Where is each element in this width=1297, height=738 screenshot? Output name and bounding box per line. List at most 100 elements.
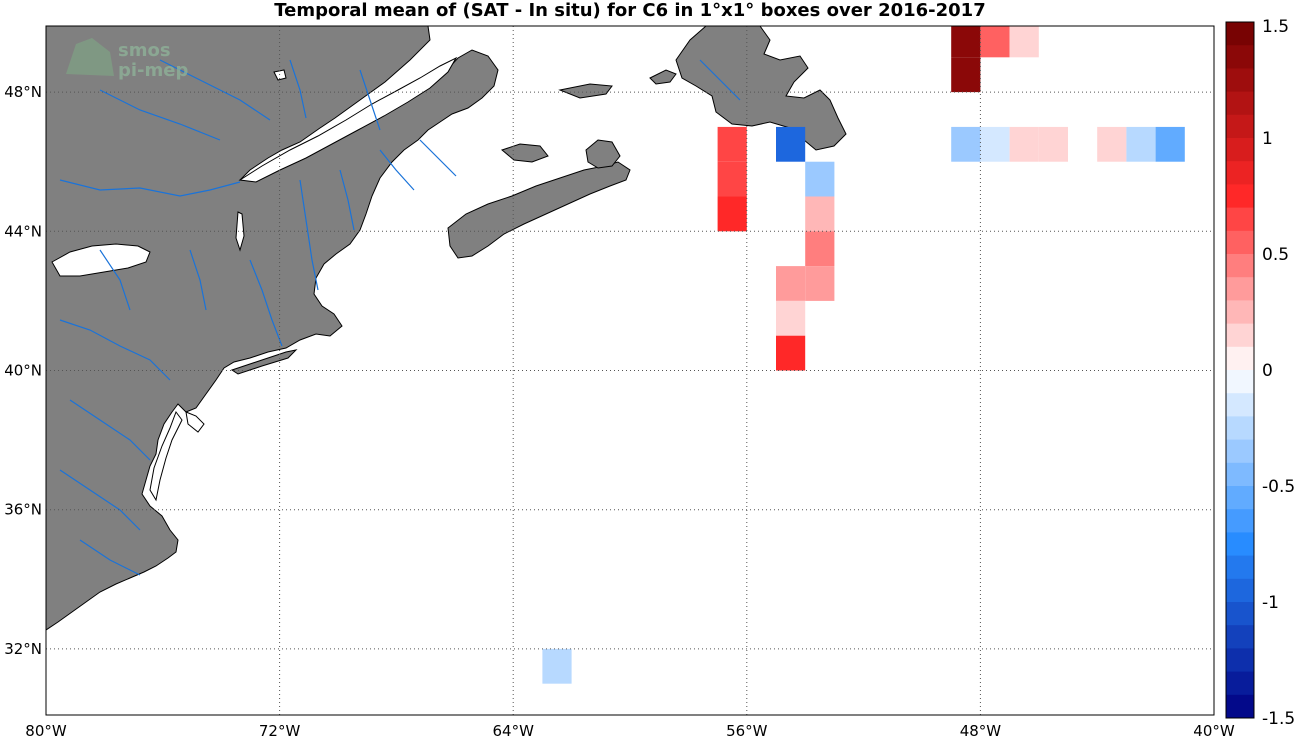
colorbar-swatch [1226,161,1254,185]
heatmap-cell [1038,126,1068,162]
lake-champlain [235,211,245,252]
colorbar-swatch [1226,370,1254,394]
colorbar-swatch [1226,346,1254,371]
colorbar-swatch [1226,509,1254,533]
land-cape-breton [585,139,621,169]
heatmap-cell [717,126,747,162]
colorbar-swatch [1226,230,1254,255]
colorbar-swatch [1226,184,1254,209]
heatmap-cell [542,648,572,684]
heatmap-cell [951,126,981,162]
colorbar-swatch [1226,694,1254,719]
colorbar-swatch [1226,602,1254,626]
heatmap-cells [542,26,1185,684]
heatmap-cell [776,126,806,162]
heatmap-cell [980,126,1010,162]
land-anticosti [558,83,613,99]
y-tick-label: 32°N [4,640,42,658]
heatmap-cell [805,266,835,301]
map-area: 80°W 72°W 64°W 56°W 48°W 40°W 32°N 36°N 40°N 44°… [4,25,1235,738]
y-tick-label: 44°N [4,222,42,240]
colorbar-swatch [1226,625,1254,649]
heatmap-cell [1009,26,1039,58]
colorbar-tick-label: -1.5 [1262,709,1295,729]
lake-ontario [51,243,151,277]
colorbar-swatch [1226,22,1254,46]
heatmap-cell [805,196,835,232]
logo-line2: pi-mep [118,60,188,81]
heatmap-cell [951,57,981,93]
long-island [230,349,298,375]
colorbar-tick-label: -0.5 [1262,477,1295,497]
heatmap-cell [776,266,806,301]
land-nova-scotia [447,161,631,259]
colorbar-tick-label: 1 [1262,129,1273,149]
heatmap-cell [980,26,1010,58]
colorbar: 1.5 1 0.5 0 -0.5 -1 -1.5 [1225,17,1295,729]
colorbar-tick-label: 1.5 [1262,17,1289,37]
colorbar-swatch [1226,207,1254,232]
colorbar-swatch [1226,68,1254,93]
colorbar-swatch [1226,323,1254,348]
colorbar-swatch [1226,254,1254,278]
map-title: Temporal mean of (SAT - In situ) for C6 … [274,0,985,21]
colorbar-swatch [1226,114,1254,139]
colorbar-swatch [1226,486,1254,510]
y-tick-label: 48°N [4,83,42,101]
colorbar-swatch [1226,648,1254,673]
logo-mountain-icon [66,38,114,76]
grid-lines [46,26,1214,715]
chesapeake-bay [149,410,183,502]
delaware-bay [185,411,205,433]
x-tick-label: 64°W [492,722,534,738]
colorbar-swatch [1226,138,1254,162]
colorbar-frame [1225,21,1255,719]
y-tick-label: 36°N [4,501,42,519]
colorbar-swatch [1226,277,1254,301]
colorbar-swatch [1226,45,1254,69]
smos-pimep-logo: smos pi-mep [66,38,188,81]
colorbar-swatch [1226,91,1254,116]
heatmap-cell [1009,126,1039,162]
colorbar-swatch [1226,439,1254,464]
x-tick-labels: 80°W 72°W 64°W 56°W 48°W 40°W [25,722,1235,738]
land-pei [500,143,549,163]
rivers [59,59,741,576]
colorbar-tick-label: 0.5 [1262,245,1289,265]
heatmap-cell [717,161,747,197]
land-newfoundland [675,26,847,151]
heatmap-cell [717,196,747,232]
colorbar-swatch [1226,578,1254,603]
st-lawrence [238,56,458,183]
heatmap-cell [1155,126,1185,162]
heatmap-cell [1126,126,1156,162]
colorbar-tick-label: -1 [1262,593,1279,613]
logo-line1: smos [118,40,171,61]
colorbar-tick-labels: 1.5 1 0.5 0 -0.5 -1 -1.5 [1262,17,1295,729]
x-tick-label: 40°W [1193,722,1235,738]
x-tick-label: 80°W [25,722,67,738]
heatmap-cell [776,335,806,371]
colorbar-swatches [1226,22,1254,719]
colorbar-swatch [1226,300,1254,325]
x-tick-label: 48°W [960,722,1002,738]
y-tick-label: 40°N [4,362,42,380]
heatmap-cell [776,300,806,336]
heatmap-cell [805,161,835,197]
y-tick-labels: 32°N 36°N 40°N 44°N 48°N [4,83,42,658]
land-labrador [649,69,677,85]
x-tick-label: 56°W [726,722,768,738]
colorbar-swatch [1226,555,1254,580]
map-frame [45,25,1215,716]
heatmap-cell [805,231,835,267]
colorbar-swatch [1226,462,1254,487]
colorbar-swatch [1226,393,1254,417]
colorbar-tick-label: 0 [1262,361,1273,381]
colorbar-swatch [1226,416,1254,441]
heatmap-cell [951,26,981,58]
colorbar-swatch [1226,671,1254,696]
heatmap-cell [1097,126,1127,162]
x-tick-label: 72°W [259,722,301,738]
colorbar-swatch [1226,532,1254,557]
